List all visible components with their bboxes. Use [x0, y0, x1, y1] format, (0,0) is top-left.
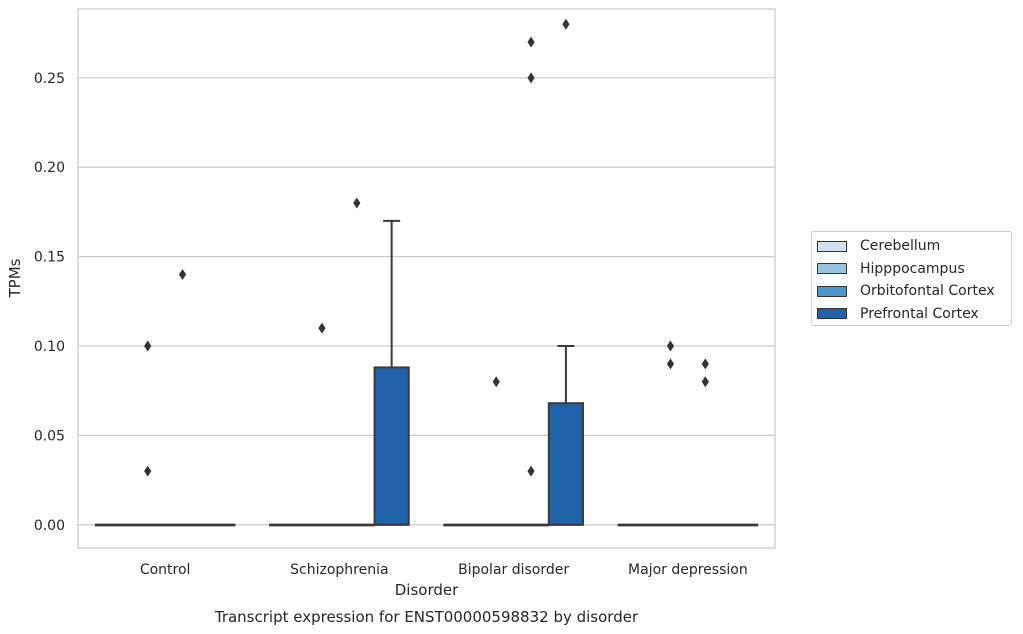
outlier-point — [178, 268, 187, 280]
outlier-point — [666, 358, 675, 370]
x-tick-label: Schizophrenia — [290, 562, 388, 578]
box-prefrontal-cortex — [722, 523, 759, 527]
chart-title: Transcript expression for ENST0000059883… — [214, 608, 639, 626]
plot-area — [77, 8, 776, 549]
y-axis-label: TPMs — [6, 258, 24, 298]
legend-item: Orbitofontal Cortex — [817, 281, 995, 301]
outlier-point — [353, 197, 361, 209]
y-tick-label: 0.20 — [34, 160, 65, 176]
legend: Cerebellum Hipppocampus Orbitofontal Corte… — [811, 231, 1012, 326]
legend-swatch — [817, 308, 847, 319]
y-tick-label: 0.10 — [34, 339, 65, 355]
x-tick-label: Bipolar disorder — [458, 562, 569, 578]
box-prefrontal-cortex — [199, 523, 236, 527]
x-tick-label: Control — [140, 562, 191, 578]
y-tick-label: 0.15 — [34, 250, 65, 266]
box-body — [547, 402, 584, 526]
x-tick-labels: Control Schizophrenia Bipolar disorder Majo… — [140, 562, 748, 578]
legend-swatch — [817, 285, 847, 297]
outlier-point — [562, 18, 570, 30]
legend-item: Prefrontal Cortex — [817, 304, 979, 324]
outlier-point — [527, 72, 535, 84]
outlier-point — [701, 376, 709, 388]
outlier-point — [144, 340, 152, 352]
legend-label: Orbitofontal Cortex — [860, 283, 995, 299]
legend-label: Prefrontal Cortex — [860, 305, 979, 322]
legend-item: Cerebellum — [817, 236, 940, 256]
box-plots — [94, 18, 759, 527]
legend-label: Cerebellum — [860, 238, 941, 254]
y-tick-labels: 0.00 0.05 0.10 0.15 0.20 0.25 — [34, 71, 65, 534]
y-tick-label: 0.00 — [34, 518, 65, 534]
box-cerebellum — [94, 523, 131, 527]
legend-swatch — [817, 240, 847, 252]
outlier-point — [701, 358, 709, 370]
legend-swatch — [817, 263, 847, 274]
box-cerebellum — [443, 523, 480, 527]
box-prefrontal-cortex — [547, 18, 584, 526]
outlier-point — [666, 340, 675, 352]
outlier-point — [527, 36, 535, 48]
outlier-point — [144, 465, 152, 477]
box-prefrontal-cortex — [373, 219, 410, 526]
outlier-point — [318, 322, 326, 334]
box-cerebellum — [617, 523, 654, 527]
x-tick-label: Major depression — [628, 562, 748, 578]
x-axis-label: Disorder — [395, 581, 459, 599]
legend-item: Hipppocampus — [817, 259, 965, 279]
y-tick-label: 0.25 — [34, 71, 65, 87]
legend-label: Hipppocampus — [860, 260, 965, 277]
box-cerebellum — [269, 523, 306, 527]
outlier-point — [492, 376, 500, 388]
y-tick-label: 0.05 — [34, 428, 65, 444]
box-hipppocampus — [129, 340, 166, 527]
outlier-point — [527, 465, 535, 477]
box-body — [373, 366, 410, 526]
